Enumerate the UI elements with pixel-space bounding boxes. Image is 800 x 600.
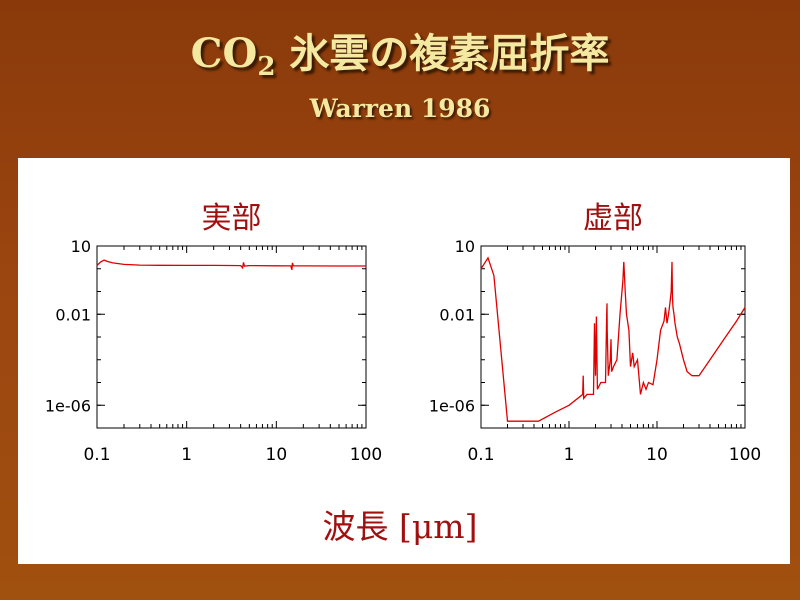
- chart2-title: 虚部: [583, 201, 643, 236]
- chart1-ytick-label: 0.01: [55, 305, 91, 324]
- chart2-xtick-label: 10: [646, 445, 668, 465]
- chart2-ytick-label: 1e-06: [429, 396, 475, 415]
- chart-panel: [18, 158, 790, 564]
- chart1-ytick-label: 1e-06: [45, 396, 91, 415]
- chart1-ytick-label: 10: [71, 237, 91, 256]
- chart2-frame: [480, 245, 746, 429]
- chart1-title: 実部: [202, 201, 262, 236]
- chart1-frame: [96, 245, 367, 429]
- chart1-xtick-label: 100: [350, 445, 382, 465]
- title-co: CO: [190, 30, 258, 77]
- chart1-xtick-label: 0.1: [83, 445, 110, 465]
- title-rest: 氷雲の複素屈折率: [275, 30, 610, 77]
- chart2-ytick-label: 0.01: [439, 305, 475, 324]
- page-subtitle: Warren 1986: [309, 94, 491, 123]
- chart2-ytick-label: 10: [455, 237, 475, 256]
- x-axis-label: 波長 [μm]: [322, 507, 478, 546]
- chart2-xtick-label: 100: [729, 445, 761, 465]
- title-subscript: 2: [257, 52, 276, 82]
- chart1-series-line: [96, 259, 366, 270]
- chart1-xtick-label: 10: [266, 445, 288, 465]
- page-title: CO2 氷雲の複素屈折率: [0, 30, 800, 91]
- chart2-xtick-label: 1: [564, 445, 575, 465]
- chart2-series-line: [480, 256, 746, 422]
- chart2-xtick-label: 0.1: [467, 445, 494, 465]
- chart1-xtick-label: 1: [181, 445, 192, 465]
